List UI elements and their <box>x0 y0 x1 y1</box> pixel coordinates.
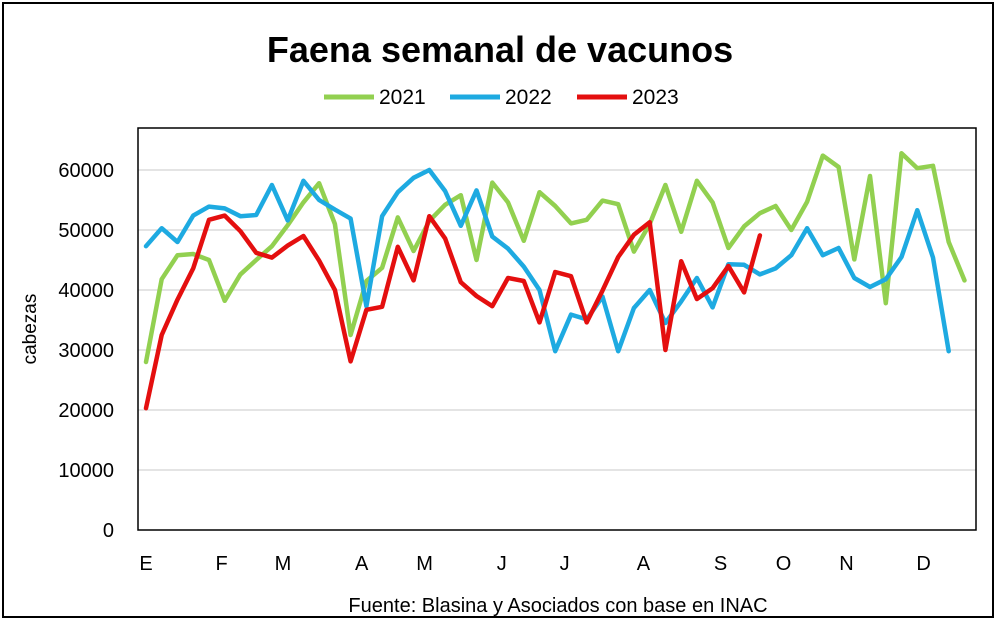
legend-label-2021: 2021 <box>379 86 426 109</box>
x-tick-label: M <box>416 553 433 575</box>
chart-frame <box>2 2 994 618</box>
series-lines <box>143 150 967 411</box>
series-line-2023 <box>143 213 763 411</box>
x-tick-label: M <box>275 553 292 575</box>
y-tick-label: 10000 <box>58 460 114 482</box>
y-tick-label: 30000 <box>58 340 114 362</box>
x-tick-label: D <box>916 553 930 575</box>
gridlines <box>138 169 976 471</box>
y-tick-label: 0 <box>103 520 114 542</box>
y-tick-label: 60000 <box>58 160 114 182</box>
x-tick-label: J <box>560 553 570 575</box>
series-line-2021 <box>143 150 967 365</box>
y-tick-label: 20000 <box>58 400 114 422</box>
chart-title: Faena semanal de vacunos <box>267 29 733 70</box>
plot-area-border <box>137 127 977 531</box>
x-tick-label: A <box>355 553 369 575</box>
y-tick-label: 40000 <box>58 280 114 302</box>
y-axis-label: cabezas <box>20 294 41 365</box>
x-tick-label: J <box>497 553 507 575</box>
legend: 2021 2022 2023 <box>324 86 679 109</box>
x-tick-label: S <box>714 553 727 575</box>
series-line-2022 <box>143 167 951 354</box>
x-tick-label: O <box>776 553 792 575</box>
x-tick-label: E <box>139 553 152 575</box>
y-axis-ticks: 0 10000 20000 30000 40000 50000 60000 <box>58 160 114 542</box>
x-tick-label: A <box>637 553 651 575</box>
legend-label-2023: 2023 <box>632 86 679 109</box>
legend-label-2022: 2022 <box>505 86 552 109</box>
x-tick-label: N <box>839 553 853 575</box>
y-tick-label: 50000 <box>58 220 114 242</box>
source-note: Fuente: Blasina y Asociados con base en … <box>348 595 767 617</box>
x-tick-label: F <box>215 553 227 575</box>
